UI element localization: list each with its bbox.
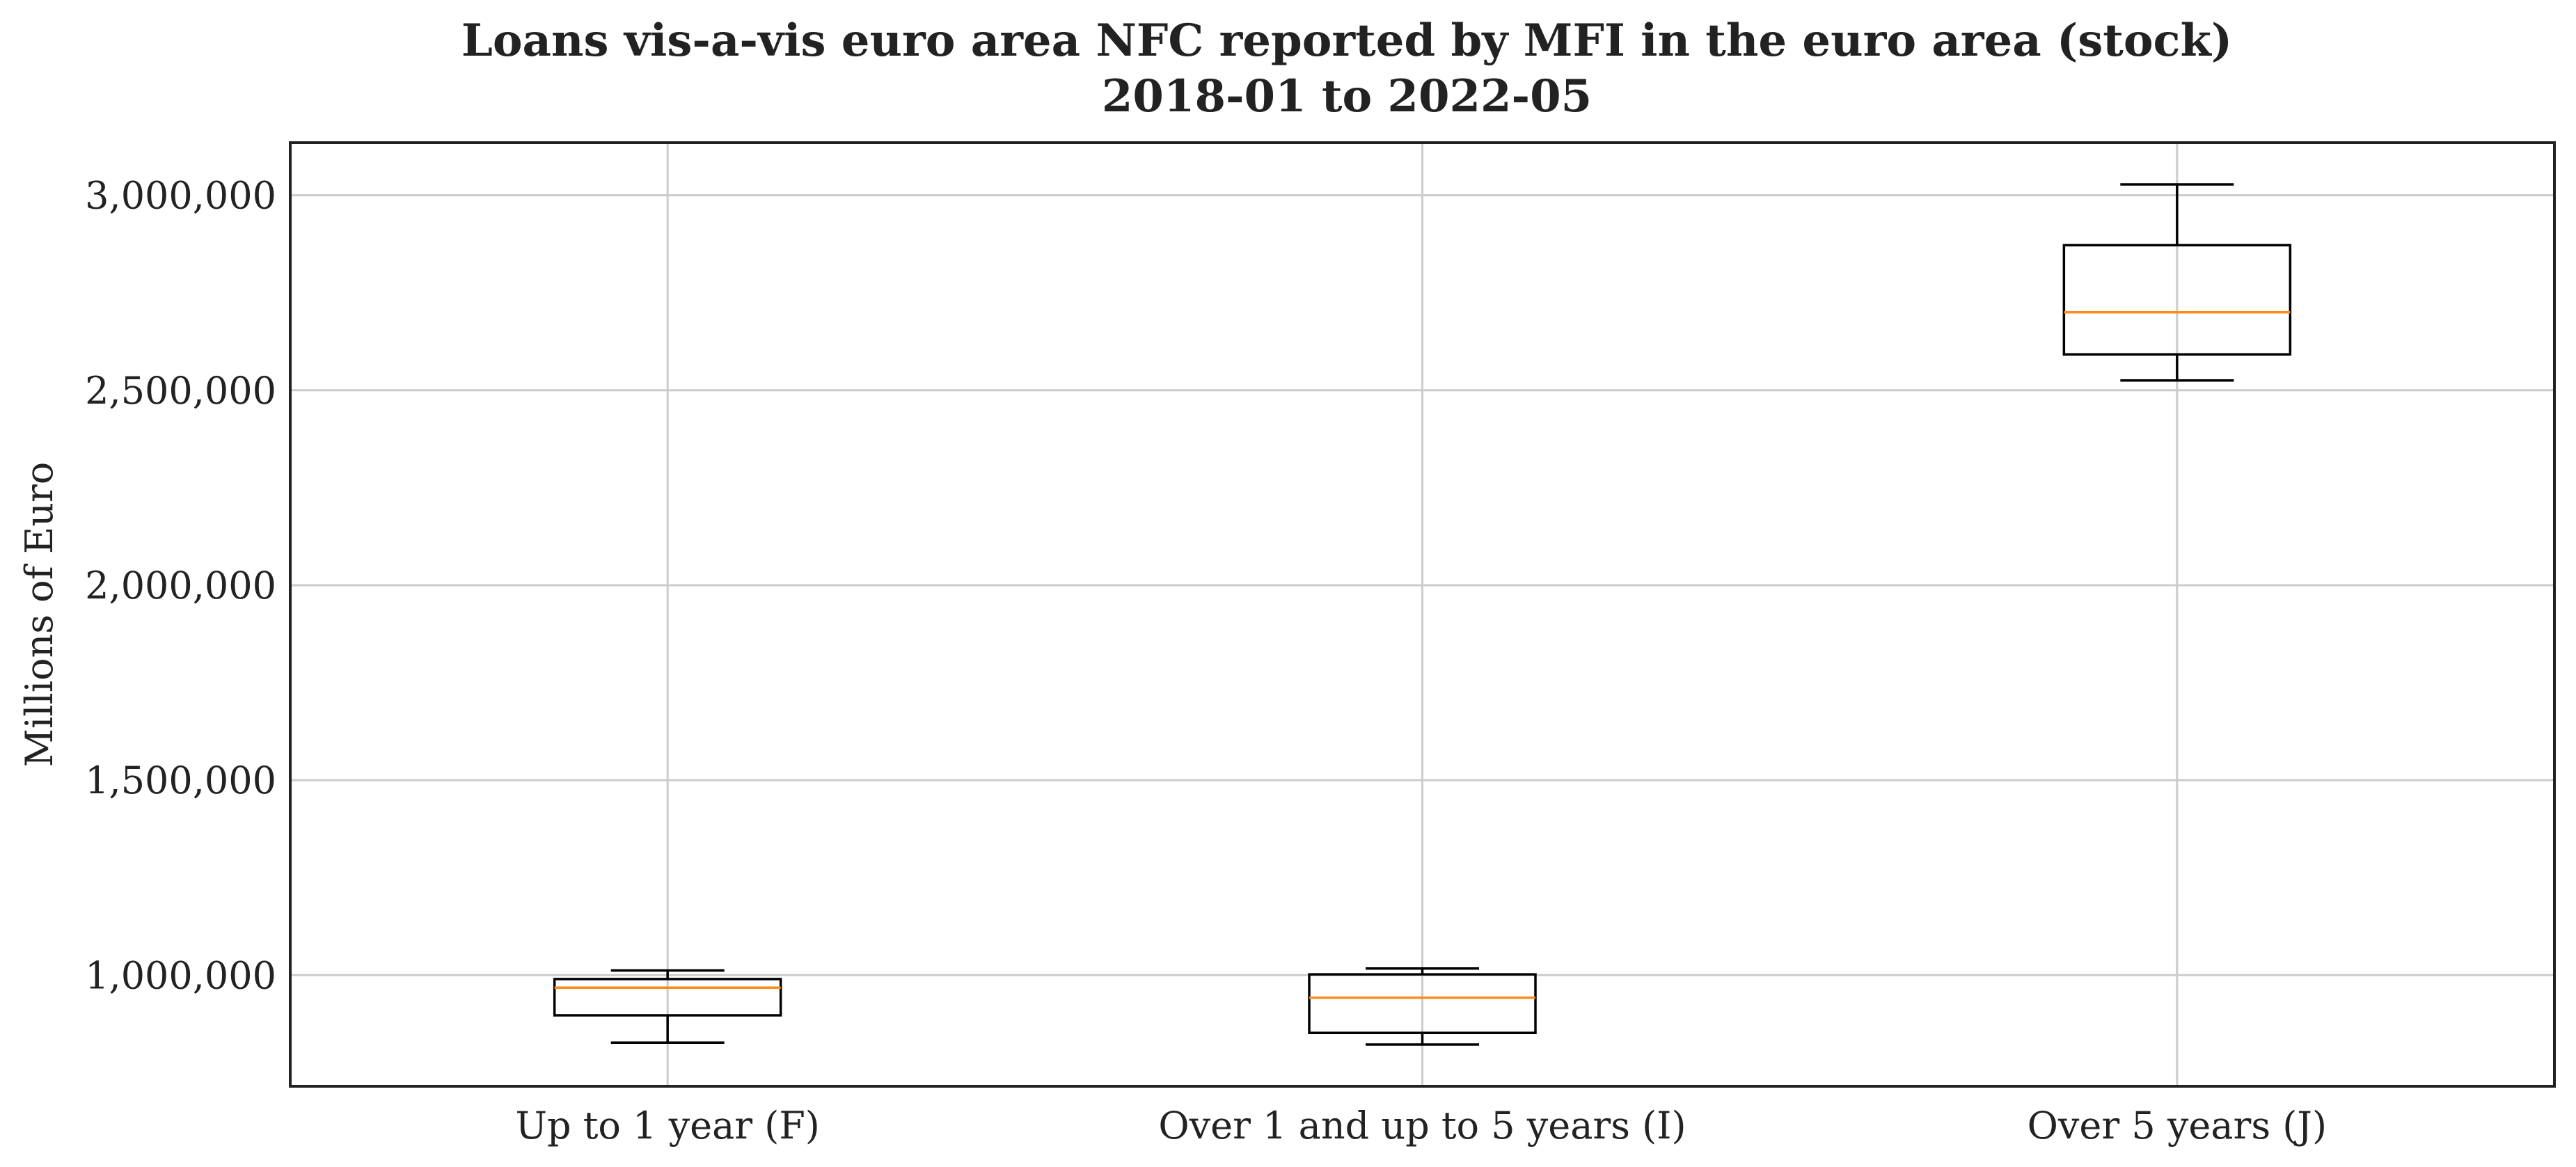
y-tick-label: 1,500,000 [85, 759, 276, 802]
x-tick-label: Up to 1 year (F) [515, 1104, 819, 1148]
plot-frame [289, 141, 2556, 1088]
iqr-box [1308, 973, 1537, 1034]
box-group [2062, 183, 2292, 382]
y-tick-label: 2,000,000 [85, 564, 276, 608]
tick-layer: 1,000,000 1,500,000 2,000,000 2,500,000 3,00… [85, 174, 2327, 1148]
x-tick-label: Over 1 and up to 5 years (I) [1158, 1104, 1686, 1148]
y-tick-label: 1,000,000 [85, 953, 276, 997]
chart-subtitle: 2018-01 to 2022-05 [1102, 70, 1592, 122]
box-group [1308, 967, 1537, 1046]
y-tick-label: 2,500,000 [85, 369, 276, 413]
iqr-box [553, 978, 782, 1017]
grid-layer [290, 143, 2554, 1086]
box-layer [553, 183, 2292, 1046]
iqr-box [2062, 244, 2292, 356]
y-axis-label: Millions of Euro [17, 462, 61, 768]
y-tick-label: 3,000,000 [85, 174, 276, 218]
chart-title: Loans vis-a-vis euro area NFC reported b… [461, 15, 2232, 67]
x-tick-label: Over 5 years (J) [2028, 1104, 2327, 1148]
box-group [553, 969, 782, 1044]
